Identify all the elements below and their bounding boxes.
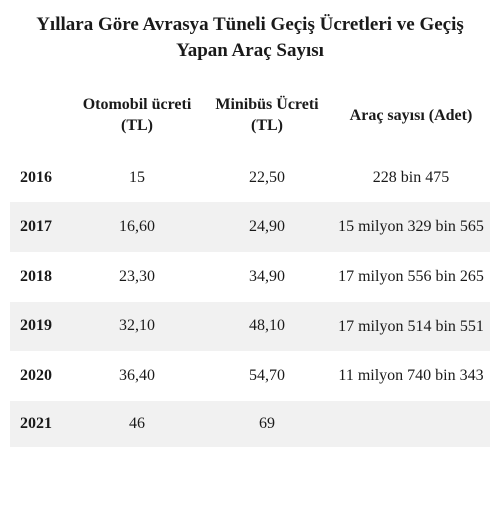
table-row: 2020 36,40 54,70 11 milyon 740 bin 343 xyxy=(10,351,490,401)
cell-year: 2017 xyxy=(10,202,72,252)
cell-count: 17 milyon 514 bin 551 xyxy=(332,302,490,352)
table-row: 2017 16,60 24,90 15 milyon 329 bin 565 xyxy=(10,202,490,252)
cell-car: 36,40 xyxy=(72,351,202,401)
table-title: Yıllara Göre Avrasya Tüneli Geçiş Ücretl… xyxy=(10,12,490,63)
cell-minibus: 22,50 xyxy=(202,153,332,203)
cell-car: 16,60 xyxy=(72,202,202,252)
cell-count xyxy=(332,401,490,447)
header-row: Otomobil ücreti (TL) Minibüs Ücreti (TL)… xyxy=(10,81,490,153)
table-row: 2016 15 22,50 228 bin 475 xyxy=(10,153,490,203)
cell-count: 15 milyon 329 bin 565 xyxy=(332,202,490,252)
cell-year: 2020 xyxy=(10,351,72,401)
cell-count: 17 milyon 556 bin 265 xyxy=(332,252,490,302)
cell-minibus: 54,70 xyxy=(202,351,332,401)
col-header-count: Araç sayısı (Adet) xyxy=(332,81,490,153)
col-header-car: Otomobil ücreti (TL) xyxy=(72,81,202,153)
cell-year: 2018 xyxy=(10,252,72,302)
cell-car: 46 xyxy=(72,401,202,447)
cell-count: 11 milyon 740 bin 343 xyxy=(332,351,490,401)
cell-minibus: 69 xyxy=(202,401,332,447)
cell-car: 23,30 xyxy=(72,252,202,302)
col-header-year xyxy=(10,81,72,153)
cell-car: 32,10 xyxy=(72,302,202,352)
cell-year: 2019 xyxy=(10,302,72,352)
cell-car: 15 xyxy=(72,153,202,203)
cell-year: 2016 xyxy=(10,153,72,203)
table-row: 2021 46 69 xyxy=(10,401,490,447)
col-header-minibus: Minibüs Ücreti (TL) xyxy=(202,81,332,153)
cell-year: 2021 xyxy=(10,401,72,447)
data-table: Otomobil ücreti (TL) Minibüs Ücreti (TL)… xyxy=(10,81,490,447)
cell-count: 228 bin 475 xyxy=(332,153,490,203)
table-container: Yıllara Göre Avrasya Tüneli Geçiş Ücretl… xyxy=(0,0,500,447)
table-row: 2019 32,10 48,10 17 milyon 514 bin 551 xyxy=(10,302,490,352)
cell-minibus: 34,90 xyxy=(202,252,332,302)
table-row: 2018 23,30 34,90 17 milyon 556 bin 265 xyxy=(10,252,490,302)
cell-minibus: 24,90 xyxy=(202,202,332,252)
cell-minibus: 48,10 xyxy=(202,302,332,352)
